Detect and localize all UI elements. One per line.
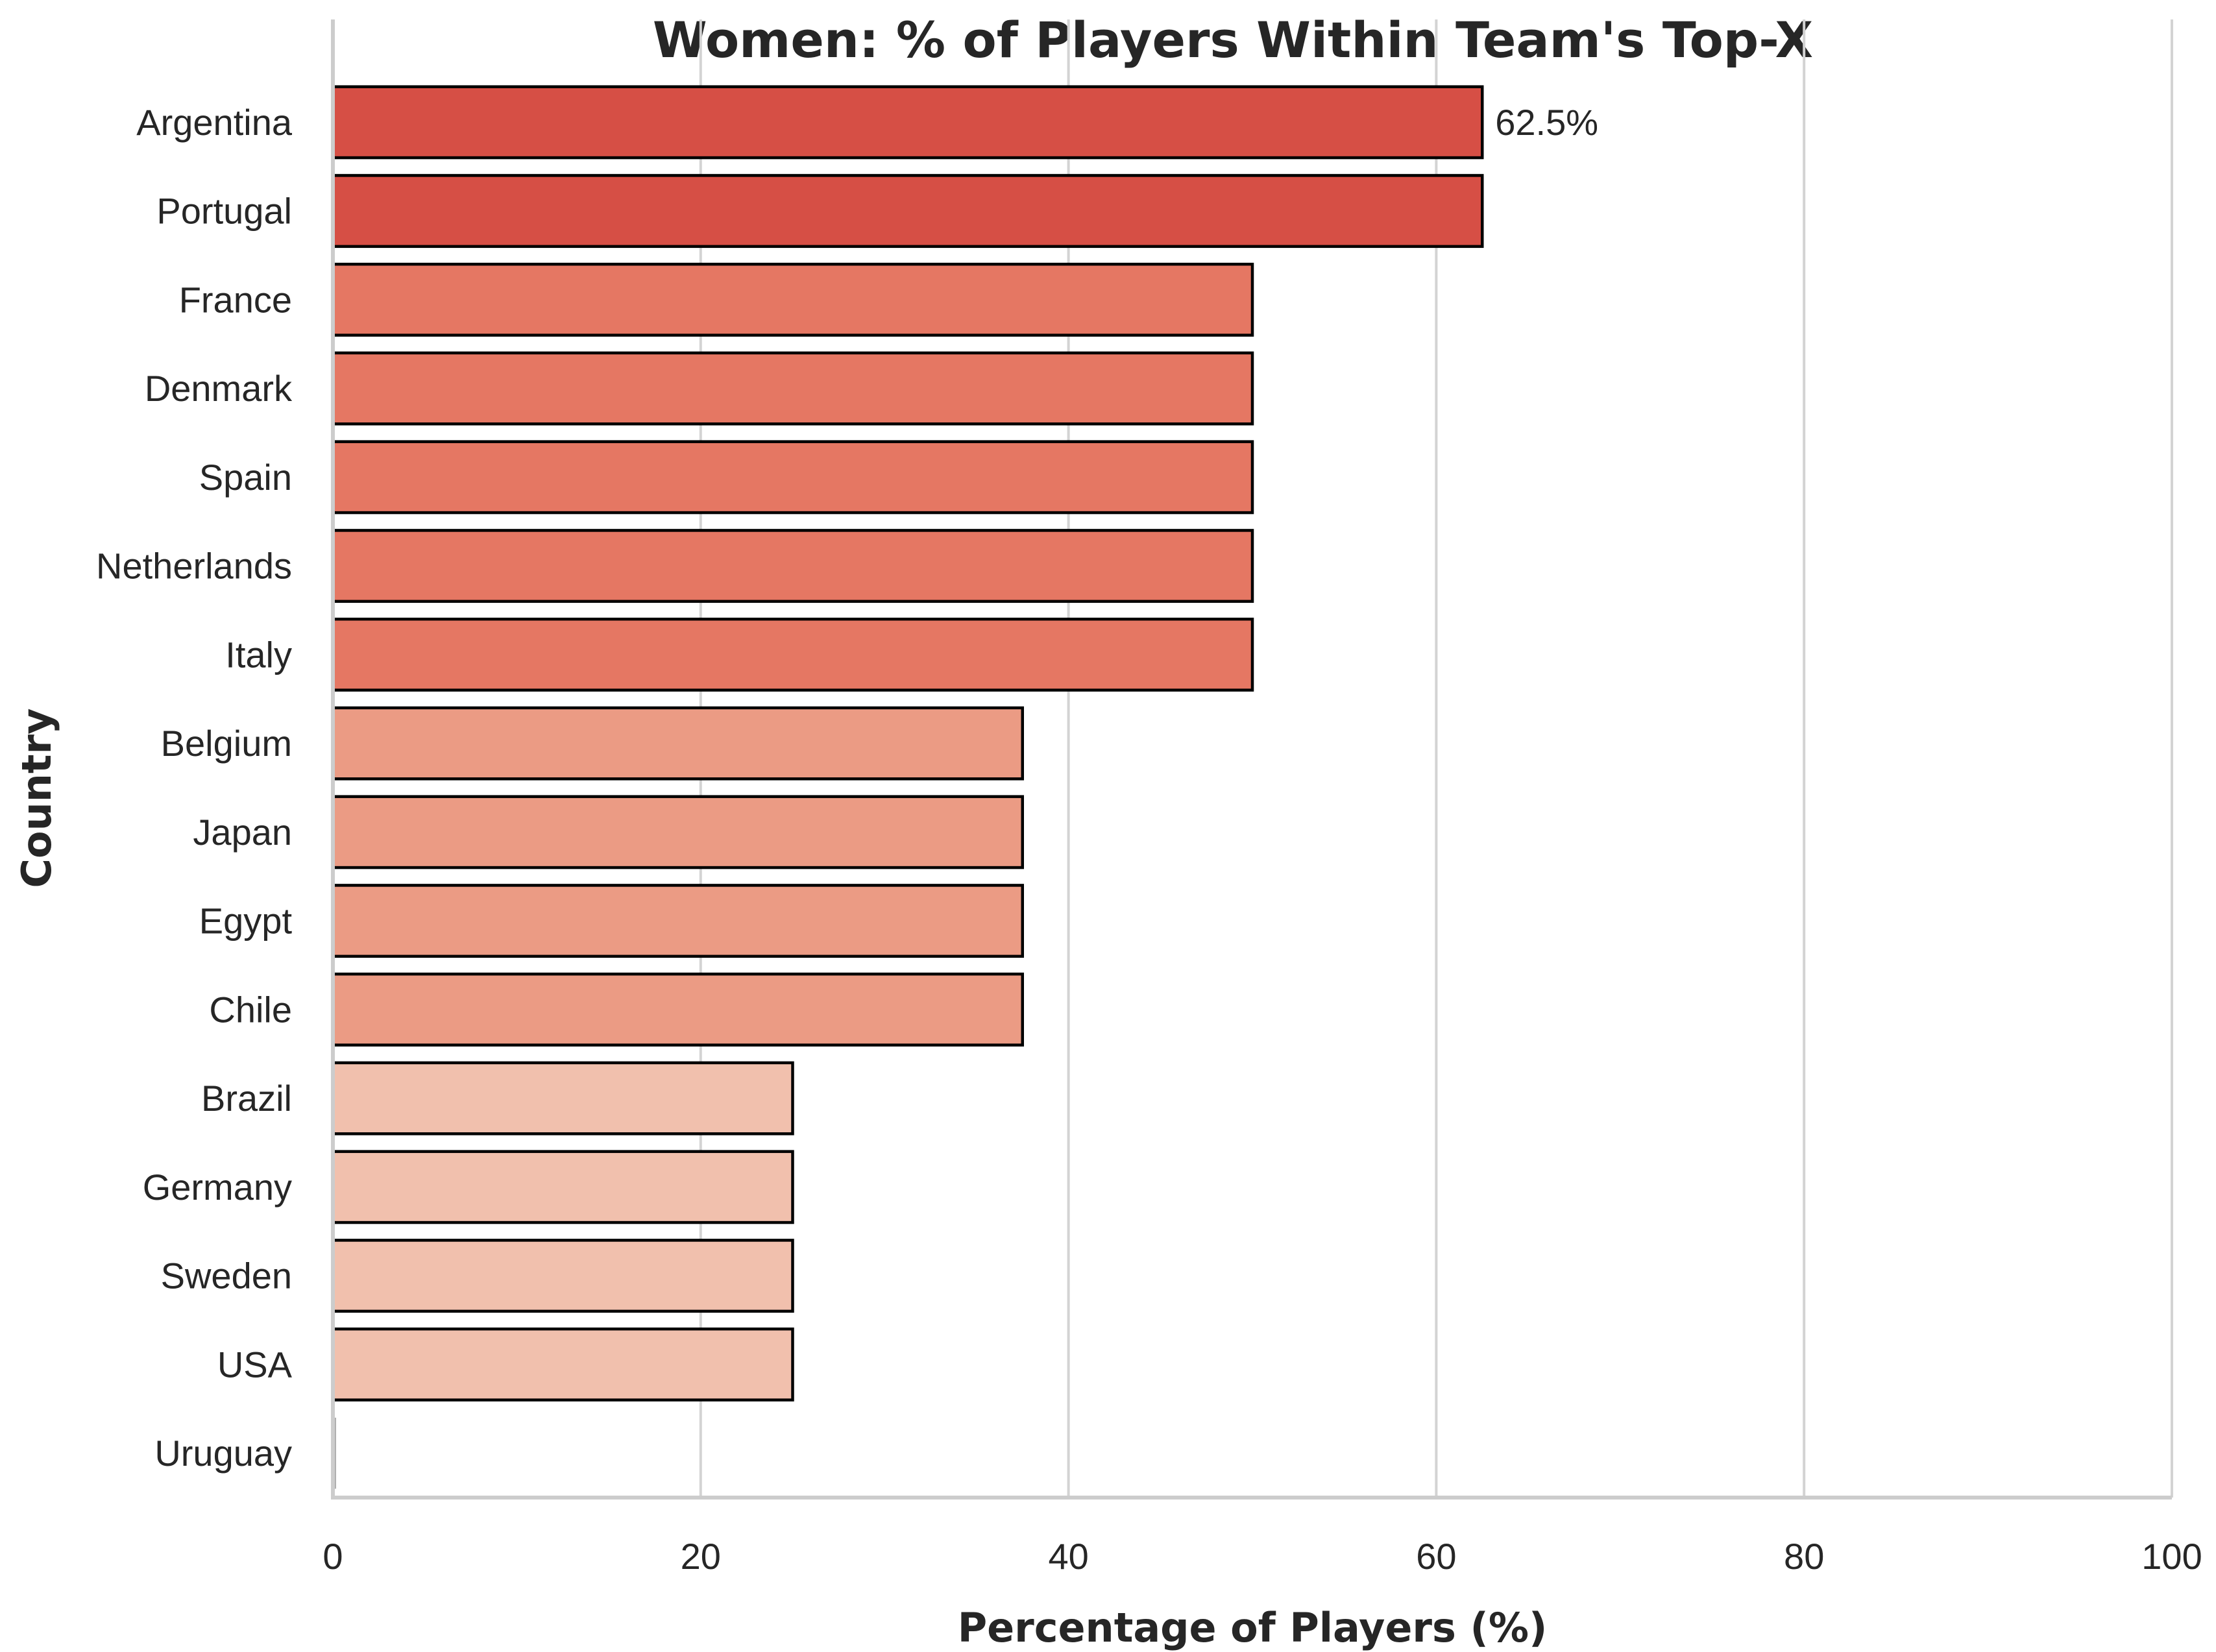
y-axis-title: Country — [13, 708, 60, 888]
x-tick-labels: 0 20 40 60 80 100 — [323, 1536, 2202, 1577]
bar-italy — [331, 617, 1254, 692]
bar-egypt — [331, 884, 1024, 958]
bar-sweden — [331, 1239, 794, 1313]
y-tick-label-sweden: Sweden — [161, 1256, 292, 1296]
axes — [331, 19, 2172, 1500]
x-tick-label-60: 60 — [1416, 1536, 1456, 1577]
y-tick-label-france: France — [179, 279, 292, 320]
bar-japan — [331, 795, 1024, 869]
y-tick-label-usa: USA — [217, 1344, 293, 1385]
x-tick-label-20: 20 — [681, 1536, 721, 1577]
bar-portugal — [331, 174, 1484, 249]
bar-brazil — [331, 1061, 794, 1136]
x-axis-title: Percentage of Players (%) — [958, 1604, 1548, 1651]
y-tick-label-germany: Germany — [143, 1167, 292, 1208]
y-tick-label-brazil: Brazil — [201, 1078, 292, 1119]
y-tick-label-belgium: Belgium — [161, 723, 292, 764]
y-tick-label-netherlands: Netherlands — [96, 546, 292, 587]
y-tick-label-chile: Chile — [209, 989, 292, 1030]
data-label-argentina: 62.5% — [1495, 102, 1598, 143]
bar-belgium — [331, 706, 1024, 781]
bar-usa — [331, 1327, 794, 1402]
bar-denmark — [331, 351, 1254, 426]
bar-germany — [331, 1150, 794, 1224]
chart-title: Women: % of Players Within Team's Top-X — [653, 11, 1813, 69]
x-tick-label-100: 100 — [2141, 1536, 2202, 1577]
y-tick-label-italy: Italy — [225, 634, 292, 675]
y-tick-label-uruguay: Uruguay — [154, 1433, 292, 1474]
data-labels: 62.5% — [1495, 102, 1598, 143]
bar-chile — [331, 972, 1024, 1047]
x-tick-label-80: 80 — [1784, 1536, 1824, 1577]
y-tick-label-portugal: Portugal — [156, 191, 292, 232]
y-tick-label-japan: Japan — [193, 812, 292, 853]
y-tick-label-denmark: Denmark — [145, 368, 293, 409]
y-tick-label-egypt: Egypt — [199, 901, 293, 941]
x-tick-label-0: 0 — [323, 1536, 343, 1577]
y-tick-label-argentina: Argentina — [136, 102, 293, 143]
bar-spain — [331, 440, 1254, 515]
x-tick-label-40: 40 — [1048, 1536, 1088, 1577]
bar-france — [331, 262, 1254, 337]
bar-argentina — [331, 85, 1484, 160]
bar-netherlands — [331, 529, 1254, 603]
y-tick-label-spain: Spain — [199, 457, 292, 498]
bars — [331, 85, 1484, 1489]
y-tick-labels: Argentina Portugal France Denmark Spain Nethe… — [96, 102, 293, 1474]
